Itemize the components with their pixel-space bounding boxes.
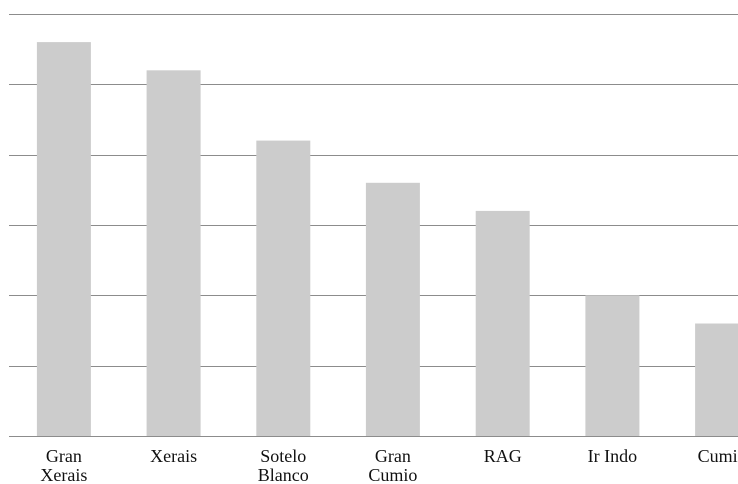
x-tick-label-line: Cumio [368, 465, 417, 484]
bar-2 [256, 140, 311, 436]
bar-1 [146, 70, 201, 437]
bar-0 [36, 42, 91, 436]
x-tick-label-3: Gran Cumio [368, 446, 417, 484]
bar-3 [365, 182, 420, 436]
x-tick-label-line: Sotelo [260, 446, 306, 466]
x-tick-label-line: Cumio [698, 446, 738, 466]
x-tick-label-line: Xerais [40, 465, 87, 484]
x-tick-label-4: RAG [484, 446, 522, 466]
x-tick-label-2: Sotelo Blanco [258, 446, 309, 484]
bars [36, 42, 738, 437]
x-tick-label-line: Blanco [258, 465, 309, 484]
x-tick-label-line: Ir Indo [588, 446, 637, 466]
x-tick-label-1: Xerais [150, 446, 197, 466]
x-tick-label-line: Xerais [150, 446, 197, 466]
bar-5 [585, 295, 640, 436]
bar-6 [695, 323, 738, 436]
x-tick-label-line: Gran [375, 446, 411, 466]
x-tick-label-line: RAG [484, 446, 522, 466]
x-tick-label-0: Gran Xerais [40, 446, 87, 484]
x-tick-label-line: Gran [46, 446, 82, 466]
x-tick-label-6: Cumio [698, 446, 738, 466]
bar-4 [475, 210, 530, 436]
x-tick-label-5: Ir Indo [588, 446, 637, 466]
